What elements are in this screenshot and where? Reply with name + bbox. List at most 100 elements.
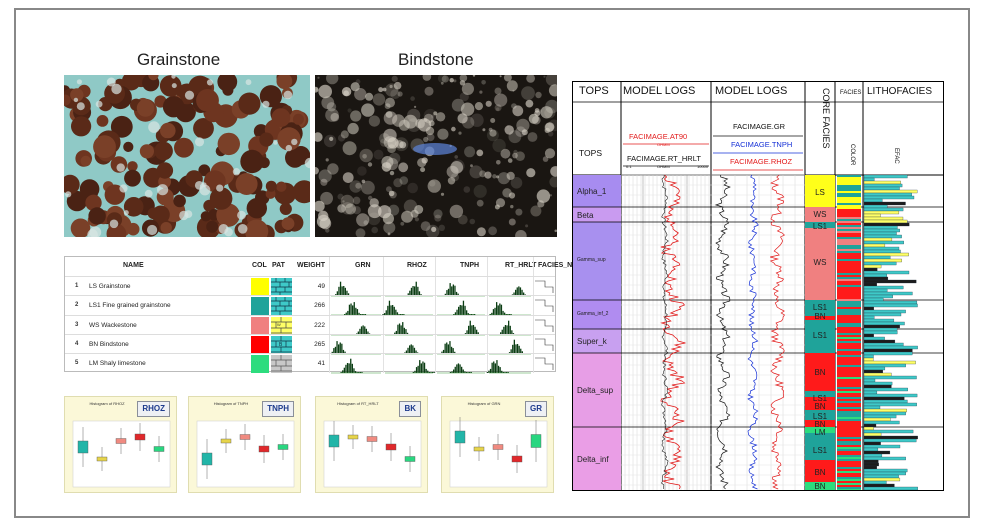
core-facies-label: LS — [815, 188, 825, 197]
core-facies-label: WS — [813, 210, 827, 219]
row-number: 5 — [75, 360, 79, 367]
facies-color-swatch — [251, 355, 269, 374]
core-facies-label: BN — [814, 420, 826, 429]
core-facies-label: LM — [814, 428, 826, 437]
col-header-name: NAME — [123, 262, 144, 269]
model-logs-header-1: MODEL LOGS — [623, 85, 696, 97]
grainstone-thin-section-image — [64, 75, 310, 237]
core-facies-label: BN — [814, 402, 826, 411]
facies-pattern-swatch: W — [271, 316, 292, 335]
efac-subheader: EFAC — [893, 148, 899, 164]
top-label[interactable]: Gamma_sup — [577, 257, 606, 263]
col-header-tnph: TNPH — [460, 262, 480, 269]
facies-name: WS Wackestone — [89, 321, 137, 329]
table-row[interactable]: 2 LS1 Fine grained grainstone 266 — [65, 295, 555, 316]
scale-low-label: 0.1 — [626, 164, 632, 169]
core-facies-label: BN — [814, 368, 826, 377]
facies-weight: 222 — [314, 321, 325, 329]
svg-text:B: B — [279, 342, 283, 348]
core-facies-label: LS1 — [812, 394, 828, 403]
histogram-title: Histogram of TNPH — [213, 401, 249, 406]
ohmm-unit-2: OHMM — [657, 164, 670, 169]
histogram-card: Histogram of RHOZ RHOZ — [64, 396, 177, 493]
lithofacies-header: LITHOFACIES — [867, 86, 933, 97]
row-number: 2 — [75, 302, 79, 309]
row-number: 4 — [75, 340, 79, 347]
svg-text:W: W — [277, 322, 281, 327]
histogram-badge: RHOZ — [137, 401, 170, 417]
top-label[interactable]: Gamma_inf_2 — [577, 310, 609, 317]
grainstone-title: Grainstone — [137, 50, 221, 69]
row-number: 3 — [75, 321, 79, 328]
col-header-weight: WEIGHT — [297, 262, 325, 269]
bindstone-thin-section-image — [315, 75, 557, 237]
histogram-badge: GR — [525, 401, 547, 417]
curve-rhoz-label: FACIMAGE.RHOZ — [730, 157, 793, 166]
facies-weight: 49 — [317, 283, 325, 290]
facies-header: FACIES — [840, 90, 862, 96]
row-number: 1 — [75, 283, 79, 289]
scale-high-label: 10000 — [697, 164, 709, 169]
curve-tnph-label: FACIMAGE.TNPH — [731, 140, 793, 149]
curve-rt-label: FACIMAGE.RT_HRLT — [627, 154, 701, 163]
facies-pattern-swatch — [271, 278, 292, 296]
table-row[interactable]: 4 BN Bindstone B 265 — [65, 333, 555, 355]
histogram-badge: TNPH — [262, 401, 294, 417]
top-label[interactable]: Beta — [577, 210, 594, 220]
facies-table: NAME COL PAT WEIGHT GRN RHOZ TNPH RT_HRL… — [64, 256, 596, 374]
top-label[interactable]: Delta_inf — [577, 454, 609, 464]
facies-weight: 265 — [314, 340, 325, 348]
core-facies-label: LS1 — [812, 303, 828, 312]
histogram-title: Histogram of RHOZ — [89, 401, 125, 406]
core-facies-label: LS1 — [812, 412, 828, 421]
curve-at90-label: FACIMAGE.AT90 — [629, 132, 688, 141]
curve-gr-label: FACIMAGE.GR — [733, 122, 786, 131]
facies-weight: 41 — [317, 360, 325, 368]
histogram-title: Histogram of RT_HRLT — [337, 401, 379, 406]
tops-subheader: TOPS — [579, 148, 602, 158]
histogram-badge: BK — [399, 401, 421, 417]
well-log-panel: TOPS MODEL LOGS MODEL LOGS CORE FACIES F… — [572, 81, 944, 491]
facies-pattern-swatch — [271, 355, 292, 374]
color-subheader: COLOR — [849, 144, 855, 166]
facies-pattern-swatch — [271, 297, 292, 316]
facies-name: BN Bindstone — [89, 340, 129, 348]
col-header-rhoz: RHOZ — [407, 262, 427, 269]
facies-name: LS1 Fine grained grainstone — [89, 302, 171, 310]
top-label[interactable]: Alpha_1 — [577, 187, 607, 196]
table-row[interactable]: 1 LS Grainstone 49 — [65, 276, 555, 297]
core-facies-label: WS — [813, 258, 827, 267]
histogram-card: Histogram of GRN GR — [441, 396, 554, 493]
core-facies-label: BN — [814, 468, 826, 477]
core-facies-label: LS1 — [812, 331, 828, 340]
col-header-rt-hrlt: RT_HRLT — [505, 262, 537, 269]
tops-header: TOPS — [579, 85, 609, 97]
facies-pattern-swatch: B — [271, 335, 292, 354]
core-facies-label: LS1 — [812, 222, 828, 231]
col-header-pat: PAT — [272, 262, 285, 269]
core-facies-header: CORE FACIES — [821, 88, 831, 149]
histogram-card: Histogram of TNPH TNPH — [188, 396, 301, 493]
top-label[interactable]: Delta_sup — [577, 386, 614, 395]
bindstone-title: Bindstone — [398, 50, 474, 69]
core-facies-label: LS1 — [812, 446, 828, 455]
table-row[interactable]: 5 LM Shaly limestone 41 — [65, 353, 555, 374]
model-logs-header-2: MODEL LOGS — [715, 85, 788, 97]
facies-color-swatch — [251, 297, 269, 316]
facies-weight: 266 — [314, 302, 325, 310]
top-label[interactable]: Super_k — [577, 337, 607, 346]
facies-color-swatch — [251, 278, 269, 296]
facies-color-swatch — [251, 316, 269, 335]
col-header-grn: GRN — [355, 262, 371, 269]
ohmm-unit-1: OHMM — [657, 142, 670, 147]
col-header-col: COL — [252, 262, 267, 269]
facies-color-swatch — [251, 335, 269, 354]
facies-name: LS Grainstone — [89, 283, 131, 290]
core-facies-label: BN — [814, 482, 826, 491]
table-row[interactable]: 3 WS Wackestone W 222 — [65, 314, 555, 336]
core-facies-label: BN — [814, 312, 826, 321]
facies-name: LM Shaly limestone — [89, 360, 146, 368]
histogram-card: Histogram of RT_HRLT BK — [315, 396, 428, 493]
histogram-title: Histogram of GRN — [467, 401, 501, 406]
col-header-facies-name: FACIES_NAME_1 — [538, 262, 596, 269]
